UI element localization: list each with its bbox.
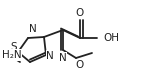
Text: N: N — [46, 51, 54, 61]
Text: S: S — [11, 42, 17, 52]
Text: OH: OH — [103, 33, 119, 43]
Text: N: N — [59, 53, 67, 63]
Text: O: O — [76, 8, 84, 18]
Text: N: N — [29, 24, 37, 34]
Text: O: O — [75, 60, 83, 70]
Text: H₂N: H₂N — [2, 50, 22, 60]
